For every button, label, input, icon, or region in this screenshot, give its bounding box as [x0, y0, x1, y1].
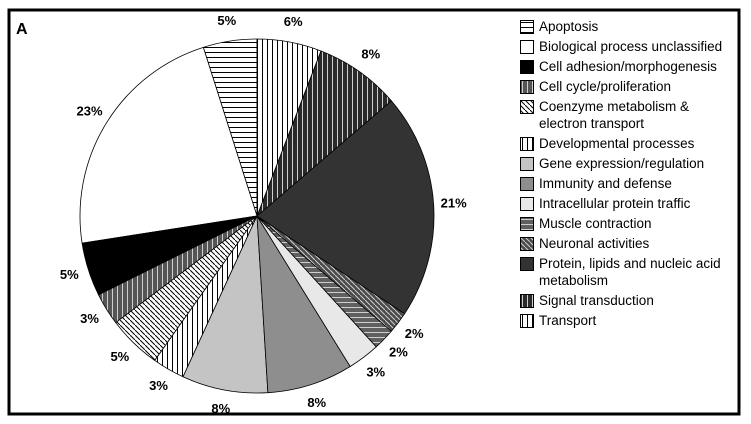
- value-label: 2%: [405, 326, 424, 341]
- legend-item: Immunity and defense: [520, 175, 730, 192]
- value-label: 3%: [80, 311, 99, 326]
- legend-label: Muscle contraction: [539, 216, 652, 231]
- frame: [7, 8, 741, 416]
- value-label: 6%: [284, 14, 303, 29]
- legend-swatch: [520, 237, 534, 251]
- legend-item: Neuronal activities: [520, 235, 730, 252]
- value-label: 3%: [366, 365, 385, 380]
- legend-label: Gene expression/regulation: [539, 156, 705, 171]
- legend: Apoptosis Biological process unclassified…: [520, 18, 730, 332]
- legend-item: Muscle contraction: [520, 215, 730, 232]
- legend-label: Signal transduction: [539, 293, 654, 308]
- legend-swatch: [520, 177, 534, 191]
- pie-slice: [79, 46, 258, 244]
- legend-swatch: [520, 294, 534, 308]
- value-label: 5%: [60, 267, 79, 282]
- legend-swatch: [520, 20, 534, 34]
- value-label: 5%: [217, 13, 236, 28]
- legend-swatch: [520, 137, 534, 151]
- pie-slice: [256, 38, 322, 217]
- value-label: 2%: [389, 345, 408, 360]
- legend-item: Cell cycle/proliferation: [520, 78, 730, 95]
- legend-label: Developmental processes: [539, 136, 695, 151]
- legend-label: Protein, lipids and nucleic acid metabol…: [539, 256, 721, 288]
- legend-swatch: [520, 157, 534, 171]
- legend-item: Coenzyme metabolism & electron transport: [520, 98, 730, 132]
- legend-item: Protein, lipids and nucleic acid metabol…: [520, 255, 730, 289]
- legend-label: Neuronal activities: [539, 236, 650, 251]
- legend-item: Developmental processes: [520, 135, 730, 152]
- legend-label: Intracellular protein traffic: [539, 196, 691, 211]
- pie-slice: [256, 100, 435, 315]
- legend-swatch: [520, 40, 534, 54]
- value-label: 8%: [211, 401, 230, 416]
- value-label: 21%: [441, 195, 467, 210]
- legend-swatch: [520, 60, 534, 74]
- panel-label: A: [16, 21, 28, 38]
- legend-item: Biological process unclassified: [520, 38, 730, 55]
- legend-label: Cell cycle/proliferation: [539, 79, 672, 94]
- legend-label: Biological process unclassified: [539, 39, 723, 54]
- value-label: 3%: [149, 378, 168, 393]
- legend-swatch: [520, 80, 534, 94]
- legend-item: Apoptosis: [520, 18, 730, 35]
- legend-swatch: [520, 197, 534, 211]
- value-label: 8%: [307, 395, 326, 410]
- legend-label: Immunity and defense: [539, 176, 672, 191]
- legend-item: Gene expression/regulation: [520, 155, 730, 172]
- legend-swatch: [520, 257, 534, 271]
- legend-item: Intracellular protein traffic: [520, 195, 730, 212]
- legend-label: Apoptosis: [539, 19, 599, 34]
- legend-label: Coenzyme metabolism & electron transport: [539, 99, 690, 131]
- value-label: 5%: [110, 349, 129, 364]
- legend-label: Transport: [539, 313, 597, 328]
- legend-swatch: [520, 314, 534, 328]
- legend-swatch: [520, 100, 534, 114]
- value-label: 8%: [361, 47, 380, 62]
- legend-label: Cell adhesion/morphogenesis: [539, 59, 717, 74]
- legend-swatch: [520, 217, 534, 231]
- legend-item: Transport: [520, 312, 730, 329]
- legend-item: Cell adhesion/morphogenesis: [520, 58, 730, 75]
- value-label: 23%: [76, 104, 102, 119]
- legend-item: Signal transduction: [520, 292, 730, 309]
